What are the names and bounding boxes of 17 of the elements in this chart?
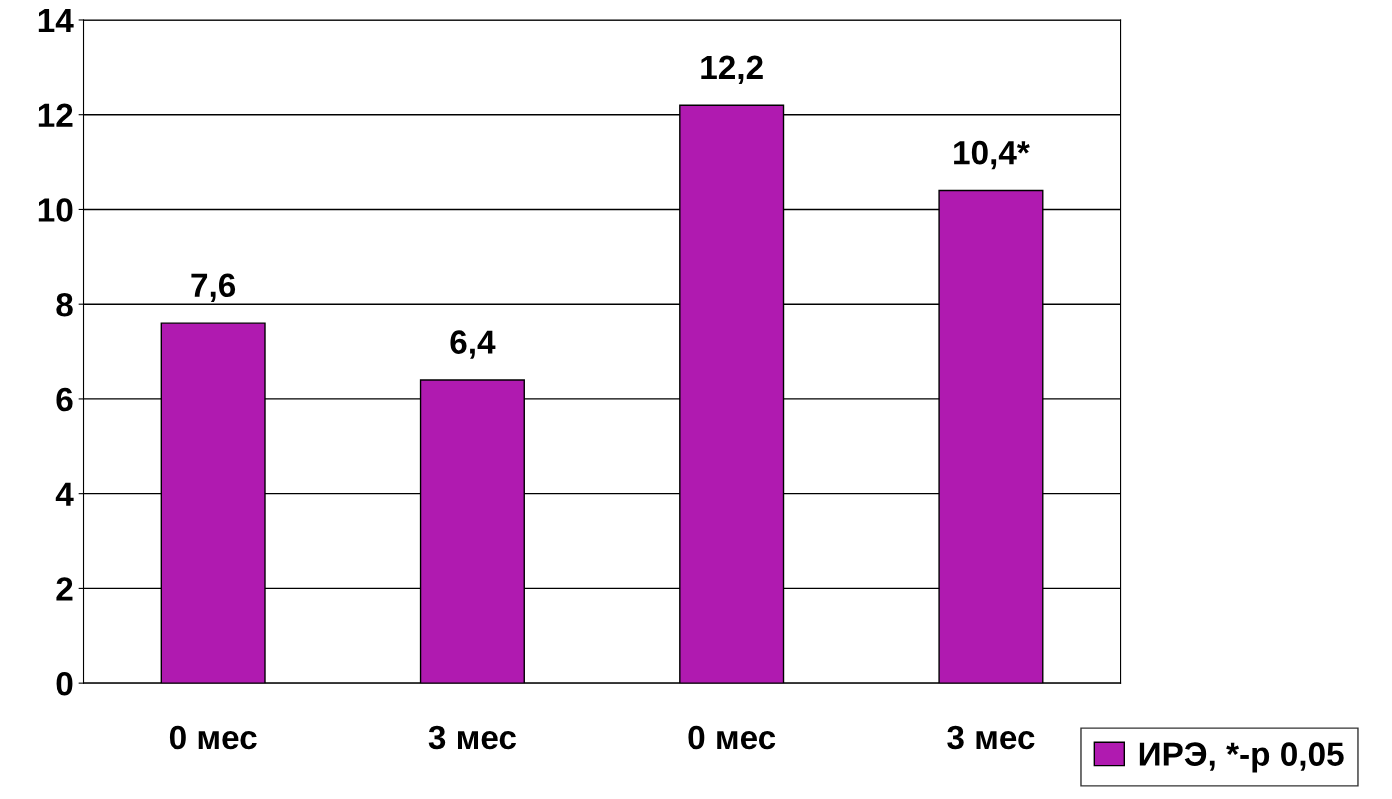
legend-label: ИРЭ, *-р 0,05 [1139,742,1344,773]
data-label: 7,6 [191,273,236,302]
x-tick-label: 3 мес [428,725,516,750]
data-label: 6,4 [450,330,496,359]
y-tick-label: 6 [56,387,73,412]
x-tick-label: 0 мес [169,725,257,750]
y-tick-label: 0 [56,671,73,696]
y-tick-label: 2 [56,577,73,601]
y-tick-label: 14 [38,9,74,33]
y-tick-label: 12 [38,103,73,127]
y-tick-label: 10 [38,198,73,222]
x-tick-label: 0 мес [688,725,776,750]
data-label: 12,2 [701,55,763,85]
x-tick-label: 3 мес [947,725,1035,750]
y-tick-label: 8 [56,292,73,317]
y-tick-label: 4 [55,482,74,506]
data-label: 10,4* [954,140,1030,170]
